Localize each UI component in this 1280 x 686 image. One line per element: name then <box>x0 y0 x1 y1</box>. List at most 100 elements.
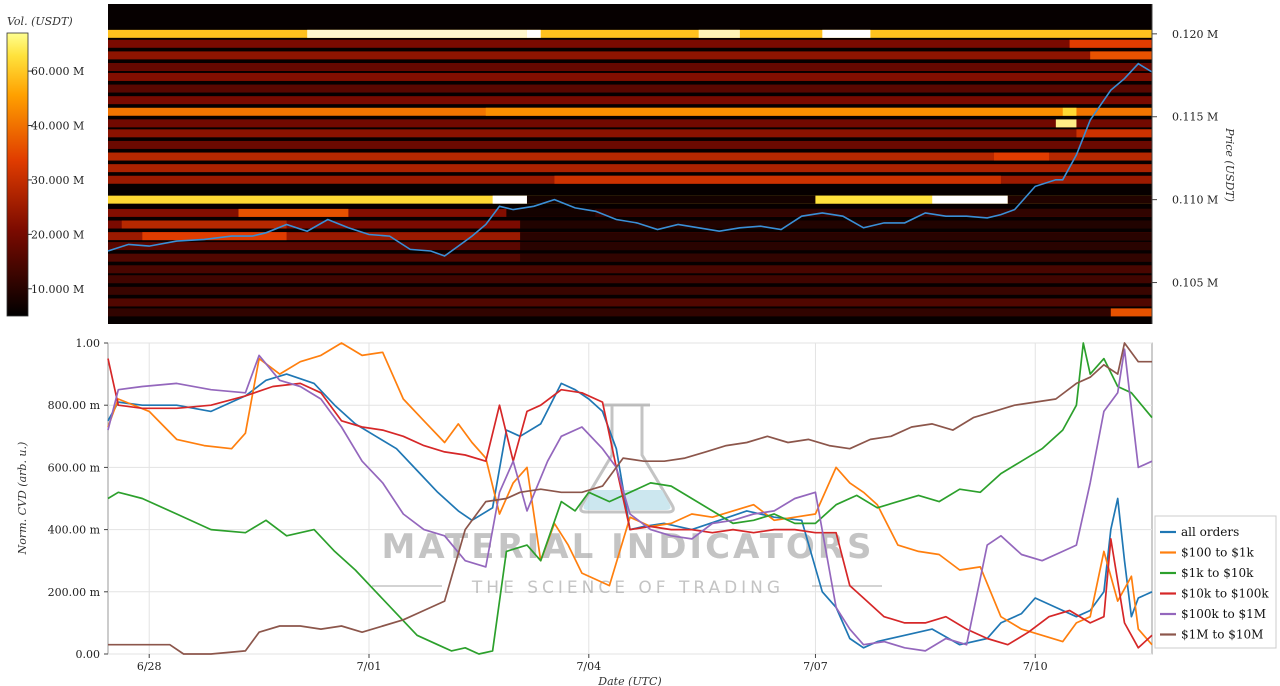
cvd-y-tick-label: 200.00 m <box>48 586 101 599</box>
heatmap-level-row <box>108 119 1152 128</box>
heatmap-cell <box>520 253 1152 262</box>
heatmap-cell <box>520 242 1152 251</box>
heatmap-cell <box>595 208 1152 217</box>
heatmap-level-row <box>108 107 1152 116</box>
cvd-x-tick-label: 7/10 <box>1023 660 1048 673</box>
price-axis-ticks: 0.120 M 0.115 M 0.110 M 0.105 M <box>1152 28 1218 290</box>
heatmap-cell <box>492 195 527 204</box>
legend: all orders $100 to $1k $1k to $10k $10k to … <box>1154 515 1277 649</box>
heatmap-cell <box>815 195 933 204</box>
heatmap-cell <box>1055 119 1077 128</box>
heatmap-level-row <box>108 195 1152 204</box>
heatmap-cell <box>1007 195 1152 204</box>
legend-item: $1k to $10k <box>1160 566 1254 580</box>
heatmap-cell <box>1090 51 1152 60</box>
heatmap-cell <box>108 72 1152 81</box>
heatmap-cell <box>108 140 1152 149</box>
heatmap-cell <box>108 29 1152 38</box>
heatmap-cell <box>520 232 1152 241</box>
legend-label: $10k to $100k <box>1181 587 1269 601</box>
heatmap-cell <box>108 265 1152 274</box>
heatmap-level-row <box>108 265 1152 274</box>
heatmap-level-row <box>108 129 1152 138</box>
cvd-y-tick-label: 400.00 m <box>48 524 101 537</box>
heatmap-cells <box>108 29 1152 317</box>
heatmap-cell <box>485 107 1063 116</box>
heatmap-level-row <box>108 140 1152 149</box>
cvd-series-line <box>108 342 1152 655</box>
heatmap-level-row <box>108 39 1152 48</box>
heatmap-cell <box>1076 129 1152 138</box>
heatmap-cell <box>108 275 1152 284</box>
heatmap-level-row <box>108 96 1152 105</box>
heatmap-cell <box>506 208 596 217</box>
heatmap-cell <box>108 63 1152 72</box>
heatmap-cell <box>554 175 1001 184</box>
heatmap-cell <box>307 29 527 38</box>
heatmap-cell <box>1069 39 1152 48</box>
colorbar-title: Vol. (USDT) <box>7 15 73 28</box>
cvd-y-tick-label: 800.00 m <box>48 399 101 412</box>
heatmap-cell <box>526 195 816 204</box>
cvd-y-axis-title: Norm. CVD (arb. u.) <box>16 442 29 556</box>
cvd-series-line <box>107 358 1153 649</box>
heatmap-cell <box>822 29 871 38</box>
heatmap-cell <box>932 195 1008 204</box>
colorbar: 60.000 M 40.000 M 30.000 M 20.000 M 10.000 M… <box>6 15 84 317</box>
cvd-y-tick-label: 0.00 <box>76 648 101 661</box>
colorbar-tick-label: 20.000 M <box>31 228 84 241</box>
heatmap-cell <box>238 208 349 217</box>
heatmap-level-row <box>108 242 1152 251</box>
legend-item: all orders <box>1160 525 1239 539</box>
legend-item: $1M to $10M <box>1160 628 1263 642</box>
cvd-x-tick-label: 6/28 <box>137 660 162 673</box>
heatmap-cell <box>994 152 1049 161</box>
heatmap-cell <box>108 164 1152 173</box>
heatmap-level-row <box>108 308 1152 317</box>
heatmap-level-row <box>108 51 1152 60</box>
legend-item: $100k to $1M <box>1160 607 1266 621</box>
heatmap-level-row <box>108 275 1152 284</box>
colorbar-gradient <box>6 32 29 317</box>
legend-label: $1M to $10M <box>1181 628 1263 642</box>
heatmap-level-row <box>108 164 1152 173</box>
heatmap-level-row <box>108 29 1152 38</box>
cvd-series-line <box>107 348 1153 652</box>
heatmap-level-row <box>108 84 1152 93</box>
price-tick-label: 0.105 M <box>1172 277 1218 290</box>
legend-label: $1k to $10k <box>1181 566 1254 580</box>
heatmap-cell <box>108 152 1152 161</box>
heatmap-level-row <box>108 208 1152 217</box>
heatmap-level-row <box>108 175 1152 184</box>
cvd-series-line <box>107 342 1153 655</box>
cvd-series-line <box>107 342 1153 646</box>
heatmap-cell <box>108 129 1152 138</box>
heatmap-level-row <box>108 232 1152 241</box>
cvd-x-tick-label: 7/01 <box>357 660 382 673</box>
price-axis-title: Price (USDT) <box>1223 127 1236 202</box>
heatmap-level-row <box>108 72 1152 81</box>
cvd-y-ticks: 0.00 200.00 m 400.00 m 600.00 m 800.00 m 1.00 <box>48 337 108 661</box>
heatmap-level-row <box>108 253 1152 262</box>
price-tick-label: 0.115 M <box>1172 111 1218 124</box>
cvd-y-tick-label: 600.00 m <box>48 461 101 474</box>
heatmap-level-row <box>108 63 1152 72</box>
heatmap-cell <box>108 308 1152 317</box>
heatmap-cell <box>1110 308 1152 317</box>
cvd-x-tick-label: 7/07 <box>803 660 828 673</box>
heatmap-cell <box>698 29 740 38</box>
legend-label: $100 to $1k <box>1181 546 1254 560</box>
cvd-gridlines <box>108 342 1152 655</box>
price-tick-label: 0.110 M <box>1172 194 1218 207</box>
heatmap-cell <box>526 29 541 38</box>
legend-items: all orders $100 to $1k $1k to $10k $10k to … <box>1160 525 1269 642</box>
heatmap-cell <box>121 220 287 229</box>
heatmap-cell <box>108 96 1152 105</box>
heatmap-cell <box>108 84 1152 93</box>
cvd-x-ticks: 6/28 7/01 7/04 7/07 7/10 <box>137 654 1048 673</box>
cvd-y-tick-label: 1.00 <box>76 337 101 350</box>
heatmap-cell <box>108 39 1152 48</box>
colorbar-ticks: 60.000 M 40.000 M 30.000 M 20.000 M 10.000 M <box>28 65 84 296</box>
heatmap-panel: 0.120 M 0.115 M 0.110 M 0.105 M Price (USDT… <box>107 4 1236 324</box>
